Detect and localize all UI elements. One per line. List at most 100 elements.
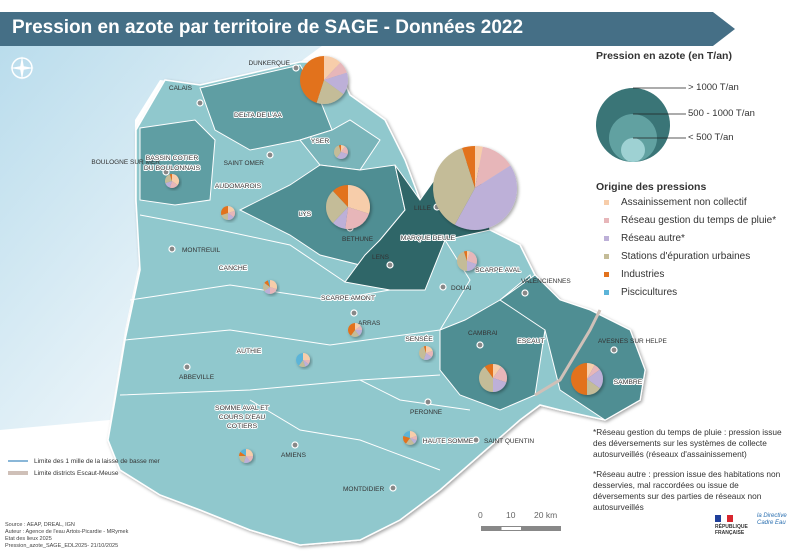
pie-slice [493, 366, 507, 383]
origin-label: Stations d'épuration urbaines [621, 250, 751, 262]
origin-swatch [604, 289, 609, 295]
pie-slice [457, 251, 467, 271]
origin-swatch [604, 271, 609, 277]
pie-slice [403, 431, 410, 438]
pie-slice [426, 350, 433, 358]
origin-legend-item: Réseau autre* [596, 229, 792, 247]
city-dot [168, 245, 176, 253]
size-class-medium: 500 - 1000 T/an [688, 108, 755, 119]
pie-slice [270, 287, 277, 294]
pie-slice [493, 378, 507, 392]
pie-slice [270, 280, 278, 290]
city-dot [424, 398, 432, 406]
pie-chart [221, 206, 236, 220]
sage-label: BASSIN COTIER [146, 155, 199, 162]
legend: Pression en azote (en T/an) > 1000 T/an … [596, 50, 792, 301]
pie-slice [493, 364, 502, 378]
pie-slice [324, 56, 341, 80]
city-dot [183, 363, 191, 371]
pie-chart [300, 56, 349, 104]
origin-swatch [604, 235, 609, 241]
pie-slice [410, 435, 418, 441]
size-class-large: > 1000 T/an [688, 82, 739, 93]
sage-label: SAMBRE [614, 379, 643, 386]
sage-label: AUTHIE [237, 348, 262, 355]
pie-slice [587, 369, 603, 389]
pie-slice [246, 456, 253, 462]
pie-slice [467, 251, 471, 261]
city-marker: VALENCIENNES [521, 278, 571, 297]
pie-slice [571, 363, 587, 395]
pie-slice [423, 346, 426, 353]
region-boulonnais [139, 119, 216, 206]
scale-label-0: 0 [478, 510, 483, 520]
origin-legend-item: Assainissement non collectif [596, 193, 792, 211]
city-label: PERONNE [410, 409, 443, 416]
city-label: MONTREUIL [182, 247, 221, 254]
source-line: Source : AEAP, DREAL, IGN [5, 522, 75, 528]
pie-slice [484, 364, 493, 378]
sage-label: CANCHE [219, 265, 248, 272]
pie-slice [264, 287, 270, 294]
origin-legend-item: Piscicultures [596, 283, 792, 301]
pie-slice [172, 174, 179, 186]
city-label: ABBEVILLE [179, 374, 215, 381]
city-label: MONTDIDIER [343, 486, 384, 493]
origin-swatch [604, 253, 609, 259]
pie-slice [587, 379, 600, 395]
pie-chart [479, 364, 507, 392]
city-marker: LENS [372, 254, 394, 269]
city-label: ARRAS [358, 320, 381, 327]
pie-slice [221, 213, 228, 220]
city-label: SAINT QUENTIN [484, 438, 534, 445]
sage-label: SOMME AVAL ET [215, 405, 269, 412]
sage-label: MARQUE DEULE [401, 235, 456, 242]
city-marker: PERONNE [410, 398, 443, 416]
pie-slice [324, 62, 347, 80]
city-dot [610, 346, 618, 354]
city-label: BETHUNE [342, 236, 374, 243]
origin-label: Réseau autre* [621, 232, 685, 244]
footnote-rain: *Réseau gestion du temps de pluie : pres… [593, 427, 782, 459]
origin-swatch [604, 217, 609, 223]
pie-slice [475, 146, 511, 188]
pie-slice [267, 280, 270, 287]
pie-slice [467, 261, 477, 271]
pie-slice [316, 80, 344, 104]
district-limit-swatch [8, 471, 28, 475]
city-dot [476, 341, 484, 349]
pie-chart [295, 353, 310, 367]
city-label: LILLE [414, 205, 432, 212]
pie-slice [405, 438, 415, 445]
city-dot [162, 168, 170, 176]
origin-legend-title: Origine des pressions [596, 181, 707, 193]
pie-slice [423, 353, 432, 361]
pie-slice [433, 148, 475, 225]
pie-slice [228, 206, 235, 213]
origin-legend-item: Stations d'épuration urbaines [596, 247, 792, 265]
city-label: SAINT OMER [224, 160, 265, 167]
pie-slice [239, 451, 246, 456]
pie-slice [228, 213, 234, 220]
city-dot [266, 151, 274, 159]
pie-chart [348, 323, 362, 337]
city-marker: MONTREUIL [168, 245, 221, 254]
pie-slice [165, 181, 172, 188]
compass-icon [10, 56, 34, 80]
pie-slice [303, 360, 310, 365]
city-marker: AMIENS [281, 441, 307, 459]
sage-label: HAUTE SOMME [423, 438, 474, 445]
coast-limit-label: Limite des 1 mille de la laisse de basse… [34, 457, 160, 465]
sage-label: SCARPE AVAL [475, 267, 521, 274]
pie-slice [463, 251, 467, 261]
city-marker: BOULOGNE SUR MER [91, 159, 170, 176]
city-dot [291, 441, 299, 449]
pie-slice [239, 456, 246, 463]
city-dot [292, 64, 300, 72]
pie-slice [341, 145, 346, 152]
line-legend: Limite des 1 mille de la laisse de basse… [8, 455, 160, 479]
page-title: Pression en azote par territoire de SAGE… [12, 17, 524, 38]
size-legend: > 1000 T/an 500 - 1000 T/an < 500 T/an [596, 70, 792, 175]
file-line: Pression_azote_SAGE_EDL2025- 21/10/2025 [5, 543, 119, 549]
city-marker: AVESNES SUR HELPE [598, 338, 668, 354]
